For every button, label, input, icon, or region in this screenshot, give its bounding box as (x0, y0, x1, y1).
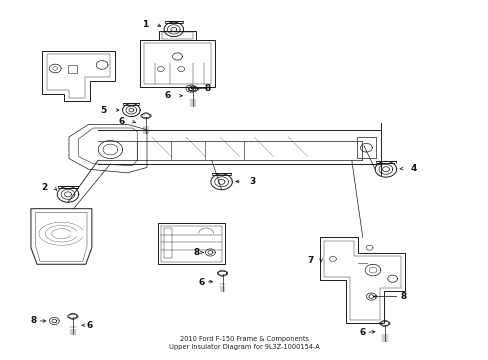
Text: 3: 3 (249, 176, 255, 185)
Text: 4: 4 (409, 164, 416, 173)
Text: 8: 8 (203, 84, 210, 93)
Text: 6: 6 (86, 321, 92, 330)
Text: 2010 Ford F-150 Frame & Components
Upper Insulator Diagram for 9L3Z-1000154-A: 2010 Ford F-150 Frame & Components Upper… (169, 336, 319, 350)
Text: 1: 1 (142, 19, 148, 28)
Text: 8: 8 (400, 292, 406, 301)
Text: 6: 6 (198, 278, 204, 287)
Text: 8: 8 (193, 248, 199, 257)
Text: 6: 6 (359, 328, 365, 337)
Text: 7: 7 (307, 256, 313, 265)
Text: 2: 2 (41, 183, 47, 192)
Text: 6: 6 (164, 91, 170, 100)
Text: 8: 8 (30, 316, 36, 325)
Text: 6: 6 (119, 117, 125, 126)
Text: 5: 5 (101, 105, 107, 114)
